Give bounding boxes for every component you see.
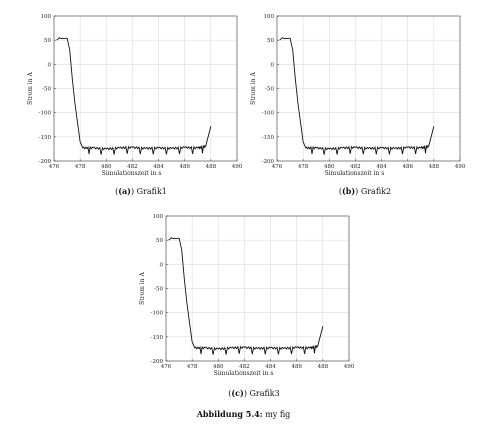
subcaption-c-text: Grafik3 [249,389,280,398]
y-tick-label: -150 [151,335,164,341]
x-axis-label: Simulationszeit in s [102,170,162,177]
x-tick-label: 480 [324,164,335,170]
y-tick-label: -100 [262,111,275,117]
x-tick-label: 480 [213,364,224,370]
subcaption-c-label: (c) [231,388,244,398]
x-tick-label: 478 [187,364,198,370]
y-tick-label: 0 [48,62,52,68]
figure-caption-text: my fig [265,410,291,419]
x-tick-label: 488 [206,164,217,170]
x-tick-label: 488 [429,164,440,170]
subcaption-a-label: (a) [118,186,131,196]
x-tick-label: 486 [179,164,190,170]
y-tick-label: -150 [39,135,52,141]
x-tick-label: 490 [344,364,355,370]
x-tick-label: 476 [272,164,283,170]
y-tick-label: 0 [271,62,275,68]
x-tick-label: 482 [350,164,361,170]
x-tick-label: 484 [153,164,164,170]
y-tick-label: -50 [154,287,163,293]
x-tick-label: 478 [298,164,309,170]
y-tick-label: 50 [156,238,163,244]
series-line-0 [279,37,435,155]
x-tick-label: 486 [402,164,413,170]
y-tick-label: -200 [39,159,52,165]
x-tick-label: 486 [291,364,302,370]
y-tick-label: 100 [264,14,275,20]
y-tick-label: 50 [267,38,274,44]
x-tick-label: 476 [161,364,172,370]
series-line-0 [56,37,212,155]
x-tick-label: 490 [232,164,243,170]
y-tick-label: 100 [41,14,52,20]
subcaption-a: ((a)) Grafik1 [115,186,167,196]
y-axis-label: Strom in A [139,272,146,305]
y-tick-label: -100 [151,311,164,317]
x-axis-label: Simulationszeit in s [214,370,274,377]
series-line-0 [168,237,324,355]
x-tick-label: 488 [318,364,329,370]
y-axis-label: Strom in A [250,72,257,105]
subcaption-c: ((c)) Grafik3 [228,388,280,398]
y-tick-label: 50 [44,38,51,44]
chart-b: 476 478 480 482 484 486 488 490 -200 -150 -100 -50 0… [250,14,466,177]
x-axis-label: Simulationszeit in s [325,170,385,177]
x-tick-label: 484 [376,164,387,170]
subcaption-a-text: Grafik1 [136,187,167,196]
y-tick-label: 0 [160,262,164,268]
x-tick-label: 490 [455,164,466,170]
figure-caption-label: Abbildung 5.4: [196,409,263,419]
x-tick-label: 480 [101,164,112,170]
figure-caption: Abbildung 5.4: my fig [0,409,487,419]
y-tick-label: -200 [151,359,164,365]
subcaption-b-text: Grafik2 [360,187,392,196]
y-tick-label: -150 [262,135,275,141]
y-tick-label: -100 [39,111,52,117]
y-tick-label: -50 [265,87,274,93]
y-tick-label: -50 [42,87,51,93]
x-tick-label: 484 [265,364,276,370]
chart-a: 476 478 480 482 484 486 488 490 -200 -150 -100 -50 0… [27,14,243,177]
y-tick-label: -200 [262,159,275,165]
subcaption-b: ((b)) Grafik2 [338,186,392,196]
chart-c: 476 478 480 482 484 486 488 490 -200 -150 -100 -50 0… [139,214,355,377]
x-tick-label: 482 [127,164,138,170]
y-axis-label: Strom in A [27,72,34,105]
x-tick-label: 478 [75,164,86,170]
subcaption-b-label: (b) [342,186,356,196]
x-tick-label: 476 [49,164,60,170]
x-tick-label: 482 [239,364,250,370]
y-tick-label: 100 [153,214,164,220]
